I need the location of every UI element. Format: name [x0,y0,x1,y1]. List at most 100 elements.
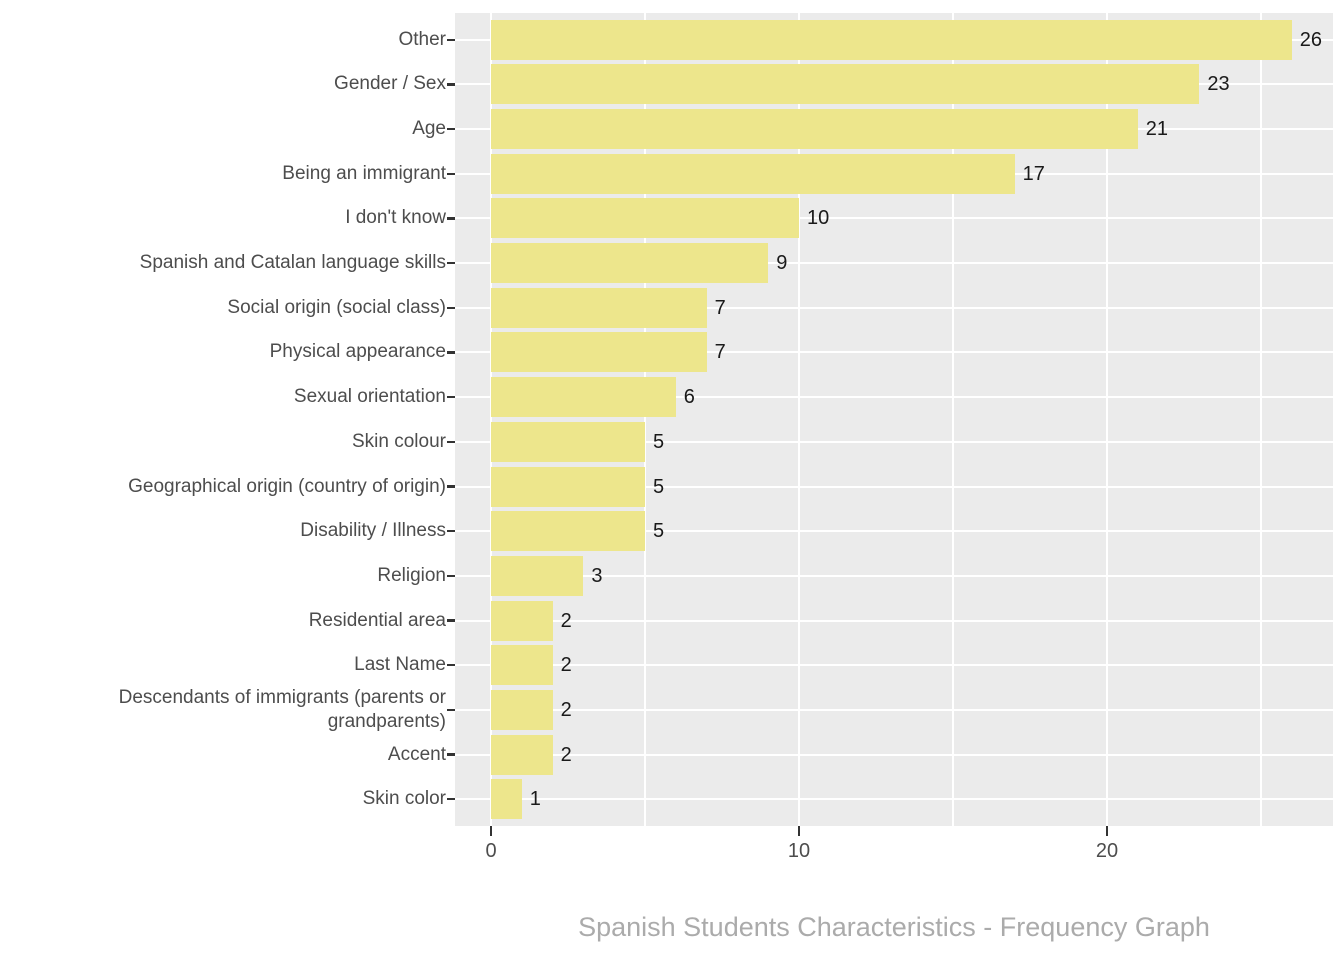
bar-value-label: 3 [591,564,603,587]
y-axis-label: Spanish and Catalan language skills [139,252,446,274]
y-axis-label: Other [398,28,446,50]
gridline-major-horizontal [455,798,1333,801]
y-axis-label: Descendants of immigrants (parents or gr… [118,686,446,732]
y-axis-tick-mark [447,485,455,488]
gridline-major-horizontal [455,262,1333,265]
x-axis-tick-mark [489,826,493,836]
y-axis-label: I don't know [345,207,446,229]
y-axis-label: Age [412,118,446,140]
y-axis-tick-mark [447,440,455,444]
bar [491,689,553,730]
y-axis-tick-mark [447,753,455,756]
bar-value-label: 6 [683,386,695,409]
gridline-major-horizontal [455,753,1333,756]
bar-value-label: 2 [560,609,572,632]
bar-value-label: 7 [714,296,726,319]
bar [491,779,522,820]
y-axis-tick-mark [447,83,455,86]
gridline-major-vertical [797,13,801,826]
y-axis-label: Last Name [354,654,446,676]
bar [491,511,645,552]
y-axis-label: Physical appearance [269,341,446,363]
bar [491,243,769,284]
bar [491,287,707,328]
bar [491,109,1138,150]
bar-value-label: 2 [560,654,572,677]
gridline-major-horizontal [455,440,1333,443]
bar [491,19,1292,60]
bar [491,734,553,775]
gridline-major-horizontal [455,574,1333,577]
y-axis-label: Accent [387,743,446,765]
y-axis-label: Religion [377,564,446,586]
gridline-major-vertical [489,13,493,826]
bar-value-label: 7 [714,341,726,364]
y-axis-tick-mark [447,708,455,712]
gridline-minor-vertical [952,13,954,826]
bar-value-label: 26 [1299,28,1323,51]
bar [491,377,676,418]
bar [491,198,799,239]
y-axis-label: Disability / Illness [300,520,446,542]
gridline-major-horizontal [455,217,1333,220]
y-axis-label: Skin colour [352,430,446,452]
y-axis-label: Residential area [308,609,446,631]
bar [491,421,645,462]
gridline-major-horizontal [455,396,1333,399]
bar-value-label: 17 [1022,162,1045,185]
x-tick-label: 20 [1095,840,1119,862]
bar [491,555,584,596]
y-axis-label: Skin color [362,788,446,810]
y-axis: Other Gender / Sex Age Being an immigrant I … [0,13,455,826]
bar-value-label: 21 [1145,118,1169,141]
gridline-minor-vertical [644,13,646,826]
x-axis-title: Spanish Students Characteristics - Frequ… [578,912,1210,942]
bar [491,466,645,507]
bar [491,64,1200,105]
bar-value-label: 10 [807,207,830,230]
bar [491,153,1015,194]
y-axis-label: Being an immigrant [282,162,446,184]
bar-value-label: 2 [560,743,572,766]
gridline-major-vertical [1105,13,1109,826]
bar [491,600,553,641]
y-axis-tick-mark [447,574,455,578]
bar-value-label: 5 [653,475,665,498]
x-axis-tick-mark [1105,826,1109,836]
y-axis-tick-mark [447,663,455,667]
y-axis-tick-mark [447,306,455,310]
gridline-minor-vertical [1260,13,1262,826]
bar-value-label: 2 [560,698,572,721]
gridline-major-horizontal [455,485,1333,488]
bar-value-label: 9 [776,252,788,275]
bar-value-label: 5 [653,430,665,453]
bar [491,645,553,686]
bar-value-label: 5 [653,520,665,543]
x-tick-label: 0 [485,840,497,862]
gridline-major-horizontal [455,306,1333,309]
y-axis-label: Gender / Sex [334,73,446,95]
y-axis-tick-mark [447,797,455,801]
x-axis-tick-mark [797,826,801,836]
y-axis-tick-mark [447,351,455,354]
bar-value-label: 1 [529,788,541,811]
y-axis-tick-mark [447,172,455,176]
y-axis-tick-mark [447,619,455,622]
gridline-major-horizontal [455,530,1333,533]
y-axis-tick-mark [447,217,455,220]
y-axis-tick-mark [447,529,455,533]
gridline-major-horizontal [455,351,1333,354]
gridline-major-horizontal [455,619,1333,622]
y-axis-tick-mark [447,261,455,265]
y-axis-tick-mark [447,127,455,131]
gridline-major-horizontal [455,664,1333,667]
y-axis-tick-mark [447,395,455,399]
plot-panel: 26 23 21 17 10 9 7 7 6 5 5 5 3 2 2 2 2 1 [455,13,1333,826]
x-tick-label: 10 [787,840,811,862]
gridline-major-horizontal [455,708,1333,711]
bar-value-label: 23 [1207,73,1230,96]
y-axis-label: Geographical origin (country of origin) [128,475,446,497]
bar [491,332,707,373]
y-axis-label: Sexual orientation [293,386,446,408]
